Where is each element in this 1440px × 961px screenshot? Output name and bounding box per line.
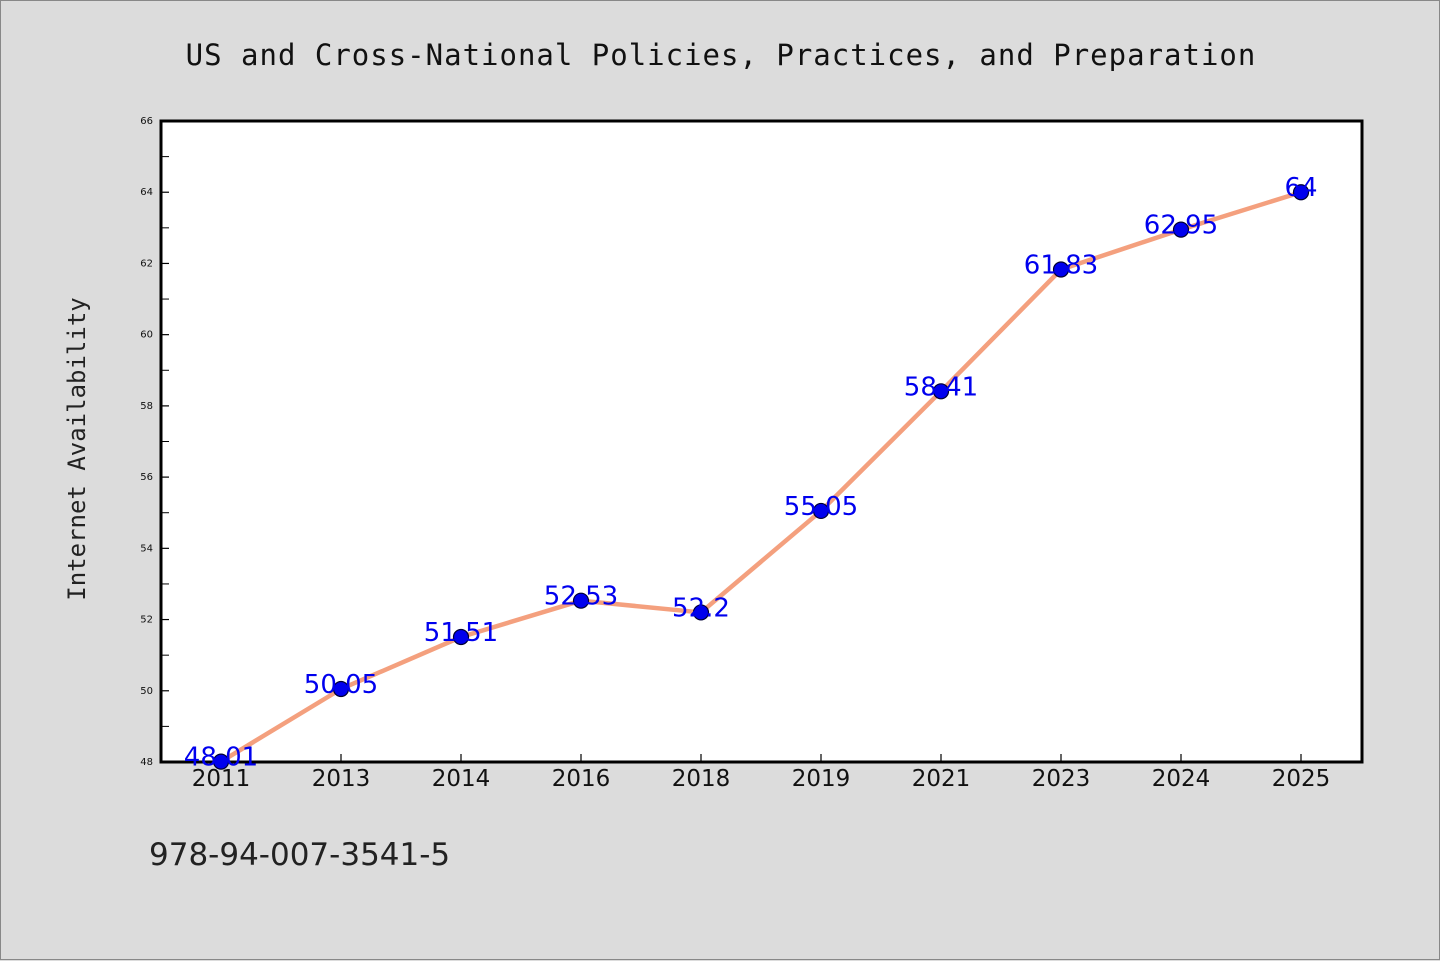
x-tick-label: 2024	[1152, 766, 1211, 792]
data-point	[1292, 184, 1310, 201]
data-point	[452, 628, 470, 646]
data-point	[692, 604, 710, 621]
x-tick-label: 2011	[192, 766, 251, 792]
x-tick-label: 2016	[552, 766, 611, 792]
y-axis-label: Internet Availability	[63, 297, 91, 600]
series-line	[218, 189, 1304, 764]
data-point	[212, 753, 230, 770]
isbn-footer: 978-94-007-3541-5	[149, 837, 450, 873]
data-point	[932, 383, 950, 400]
plot-area	[159, 119, 1364, 764]
data-label: 52.2	[672, 593, 730, 623]
y-tick-label: 60	[140, 330, 153, 341]
y-tick-label: 66	[140, 116, 153, 127]
data-label: 58.41	[904, 372, 978, 402]
data-labels: 48.01 50.05 51.51 52.53 52.2 55.05 58.41 61.83 6…	[184, 173, 1318, 772]
data-label: 62.95	[1144, 211, 1218, 241]
data-point	[572, 592, 590, 609]
x-tick-label: 2014	[432, 766, 491, 792]
data-label: 61.83	[1024, 250, 1098, 280]
data-label: 48.01	[184, 743, 258, 773]
data-label: 52.53	[544, 582, 618, 612]
x-tick-label: 2019	[792, 766, 851, 792]
x-tick-label: 2021	[912, 766, 971, 792]
x-tick-label: 2018	[672, 766, 731, 792]
y-tick-label: 64	[140, 187, 153, 198]
data-label: 55.05	[784, 492, 858, 522]
data-label: 64	[1284, 173, 1317, 203]
y-tick-label: 50	[140, 686, 153, 697]
x-axis-ticks: 2011 2013 2014 2016 2018 2019 2021 2023 2024 2025	[192, 754, 1331, 792]
y-tick-label: 54	[140, 543, 153, 554]
y-tick-label: 48	[140, 757, 153, 768]
data-label: 51.51	[424, 618, 498, 648]
data-point	[1052, 261, 1070, 278]
y-tick-label: 58	[140, 401, 153, 412]
data-markers	[212, 184, 1310, 770]
y-tick-label: 56	[140, 472, 153, 483]
data-point	[332, 680, 350, 698]
series-line-group	[218, 189, 1304, 764]
x-tick-label: 2025	[1272, 766, 1331, 792]
y-axis-ticks: 48 50 52 54 56 58 60 62 64 66	[140, 116, 169, 768]
y-tick-label: 62	[140, 258, 153, 269]
data-point	[1172, 221, 1190, 238]
y-tick-label: 52	[140, 615, 153, 626]
x-tick-label: 2013	[312, 766, 371, 792]
chart-title: US and Cross-National Policies, Practice…	[186, 38, 1257, 72]
x-tick-label: 2023	[1032, 766, 1091, 792]
data-point	[812, 502, 830, 520]
data-label: 50.05	[304, 670, 378, 700]
